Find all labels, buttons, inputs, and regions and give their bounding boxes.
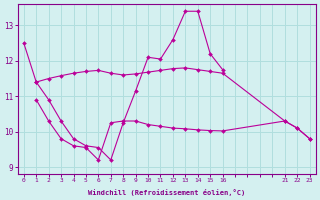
- X-axis label: Windchill (Refroidissement éolien,°C): Windchill (Refroidissement éolien,°C): [88, 189, 245, 196]
